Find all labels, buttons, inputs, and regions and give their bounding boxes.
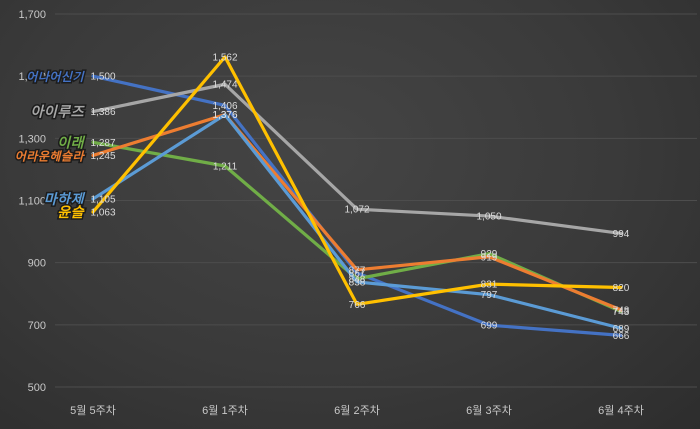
x-axis-category-label: 6월 4주차 bbox=[598, 404, 644, 417]
series-line-5 bbox=[91, 55, 623, 306]
point-label-2-0: 1,287 bbox=[90, 138, 115, 149]
series-line-3 bbox=[91, 113, 623, 312]
series-name-label-3: 어라운헤슬라 bbox=[15, 149, 86, 163]
point-label-2-3: 929 bbox=[481, 249, 498, 260]
y-axis-tick-label: 900 bbox=[28, 258, 46, 270]
point-label-2-2: 848 bbox=[349, 274, 366, 285]
point-label-4-2: 838 bbox=[349, 277, 366, 288]
point-label-5-3: 831 bbox=[481, 280, 498, 291]
series-name-label-4: 마하제 bbox=[44, 191, 86, 207]
x-axis-category-label: 5월 5주차 bbox=[70, 404, 116, 417]
series-line-4 bbox=[91, 113, 623, 330]
point-label-0-2: 867 bbox=[349, 268, 366, 279]
y-axis-tick-label: 500 bbox=[28, 382, 46, 394]
point-label-5-2: 766 bbox=[349, 300, 366, 311]
y-axis-tick-label: 1,300 bbox=[18, 133, 46, 145]
y-axis-tick-label: 1,700 bbox=[18, 9, 46, 21]
point-label-5-4: 820 bbox=[613, 283, 630, 294]
point-label-3-3: 919 bbox=[481, 252, 498, 263]
series-name-label-0: 어나어신기 bbox=[26, 70, 85, 84]
series-name-label-2: 이래 bbox=[57, 134, 85, 150]
y-axis: 1,700 1,500 1,300 1,100 900 700 500 bbox=[18, 9, 46, 394]
point-label-1-1: 1,474 bbox=[212, 80, 237, 91]
y-axis-tick-label: 1,500 bbox=[18, 71, 46, 83]
point-label-4-1: 1,376 bbox=[212, 110, 237, 121]
series-line-1 bbox=[91, 82, 623, 236]
series-name-label-1: 아이루즈 bbox=[30, 104, 85, 120]
series-line-0 bbox=[91, 74, 623, 338]
point-label-1-4: 994 bbox=[613, 229, 630, 240]
point-labels: 1,500 1,406 867 699 666 1,386 1,474 1,072 1,050 9… bbox=[90, 52, 629, 342]
point-label-5-1: 1,562 bbox=[212, 52, 237, 63]
point-label-0-4: 666 bbox=[613, 331, 630, 342]
point-label-4-3: 797 bbox=[481, 290, 498, 301]
y-axis-tick-label: 700 bbox=[28, 320, 46, 332]
point-label-3-0: 1,245 bbox=[90, 151, 115, 162]
x-axis: 5월 5주차 6월 1주차 6월 2주차 6월 3주차 6월 4주차 bbox=[70, 404, 644, 417]
point-label-2-1: 1,211 bbox=[213, 161, 238, 172]
point-label-0-3: 699 bbox=[481, 321, 498, 332]
point-label-1-0: 1,386 bbox=[90, 107, 115, 118]
point-label-0-1: 1,406 bbox=[212, 101, 237, 112]
point-label-1-2: 1,072 bbox=[344, 205, 369, 216]
point-label-1-3: 1,050 bbox=[476, 212, 501, 223]
point-label-3-1: 1,376 bbox=[212, 110, 237, 121]
point-label-4-4: 689 bbox=[613, 324, 630, 335]
x-axis-category-label: 6월 3주차 bbox=[466, 404, 512, 417]
gridlines bbox=[55, 13, 697, 388]
point-label-3-2: 877 bbox=[349, 265, 366, 276]
series-name-label-5: 윤슬 bbox=[57, 204, 85, 220]
point-label-0-0: 1,500 bbox=[90, 72, 115, 83]
point-label-4-0: 1,105 bbox=[90, 194, 115, 205]
x-axis-category-label: 6월 1주차 bbox=[202, 404, 248, 417]
series-lines bbox=[91, 55, 623, 338]
point-label-5-0: 1,063 bbox=[90, 208, 115, 219]
point-label-2-4: 743 bbox=[613, 307, 630, 318]
point-label-3-4: 748 bbox=[613, 305, 630, 316]
x-axis-category-label: 6월 2주차 bbox=[334, 404, 380, 417]
y-axis-tick-label: 1,100 bbox=[18, 196, 46, 208]
